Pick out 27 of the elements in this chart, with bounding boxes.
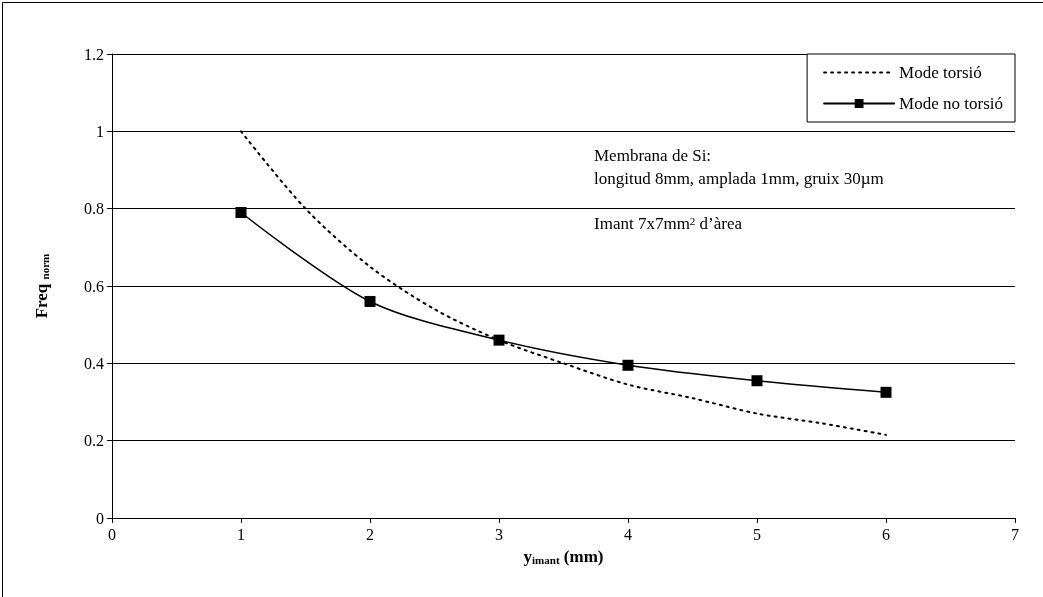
x-axis-title: yimant (mm): [523, 547, 604, 566]
legend-label: Mode torsió: [899, 63, 982, 82]
legend-label: Mode no torsió: [899, 94, 1004, 113]
point: [493, 334, 505, 346]
x-tick-label: 2: [366, 525, 374, 543]
point: [235, 207, 247, 219]
x-tick-label: 5: [753, 525, 761, 543]
x-tick-label: 0: [108, 525, 116, 543]
point: [364, 295, 376, 307]
point: [880, 386, 892, 398]
point: [622, 359, 634, 371]
y-tick-label: 0.6: [84, 277, 104, 295]
y-tick-label: 1.2: [84, 45, 104, 63]
y-tick-label: 0: [96, 509, 104, 527]
y-tick-label: 0.8: [84, 200, 104, 218]
y-tick-label: 1: [96, 122, 104, 140]
y-tick-label: 0.4: [84, 354, 104, 372]
point: [751, 375, 763, 387]
x-tick-label: 7: [1011, 525, 1019, 543]
x-tick-label: 3: [495, 525, 503, 543]
annotation: longitud 8mm, amplada 1mm, gruix 30µm: [594, 169, 884, 188]
y-axis-title: Freq norm: [32, 252, 51, 319]
x-tick-label: 4: [624, 525, 632, 543]
annotation: Membrana de Si:: [594, 146, 712, 165]
x-tick-label: 6: [882, 525, 890, 543]
x-tick-label: 1: [237, 525, 245, 543]
y-tick-label: 0.2: [84, 432, 104, 450]
